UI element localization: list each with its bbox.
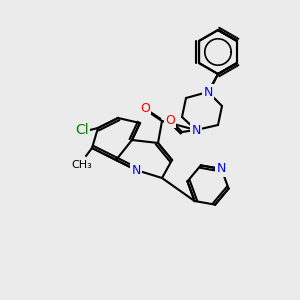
Text: N: N — [203, 85, 213, 98]
Text: N: N — [131, 164, 141, 176]
Text: Cl: Cl — [75, 123, 89, 137]
Text: CH₃: CH₃ — [72, 160, 92, 170]
Text: N: N — [217, 163, 226, 176]
Text: O: O — [140, 101, 150, 115]
Text: O: O — [165, 113, 175, 127]
Text: N: N — [191, 124, 201, 136]
